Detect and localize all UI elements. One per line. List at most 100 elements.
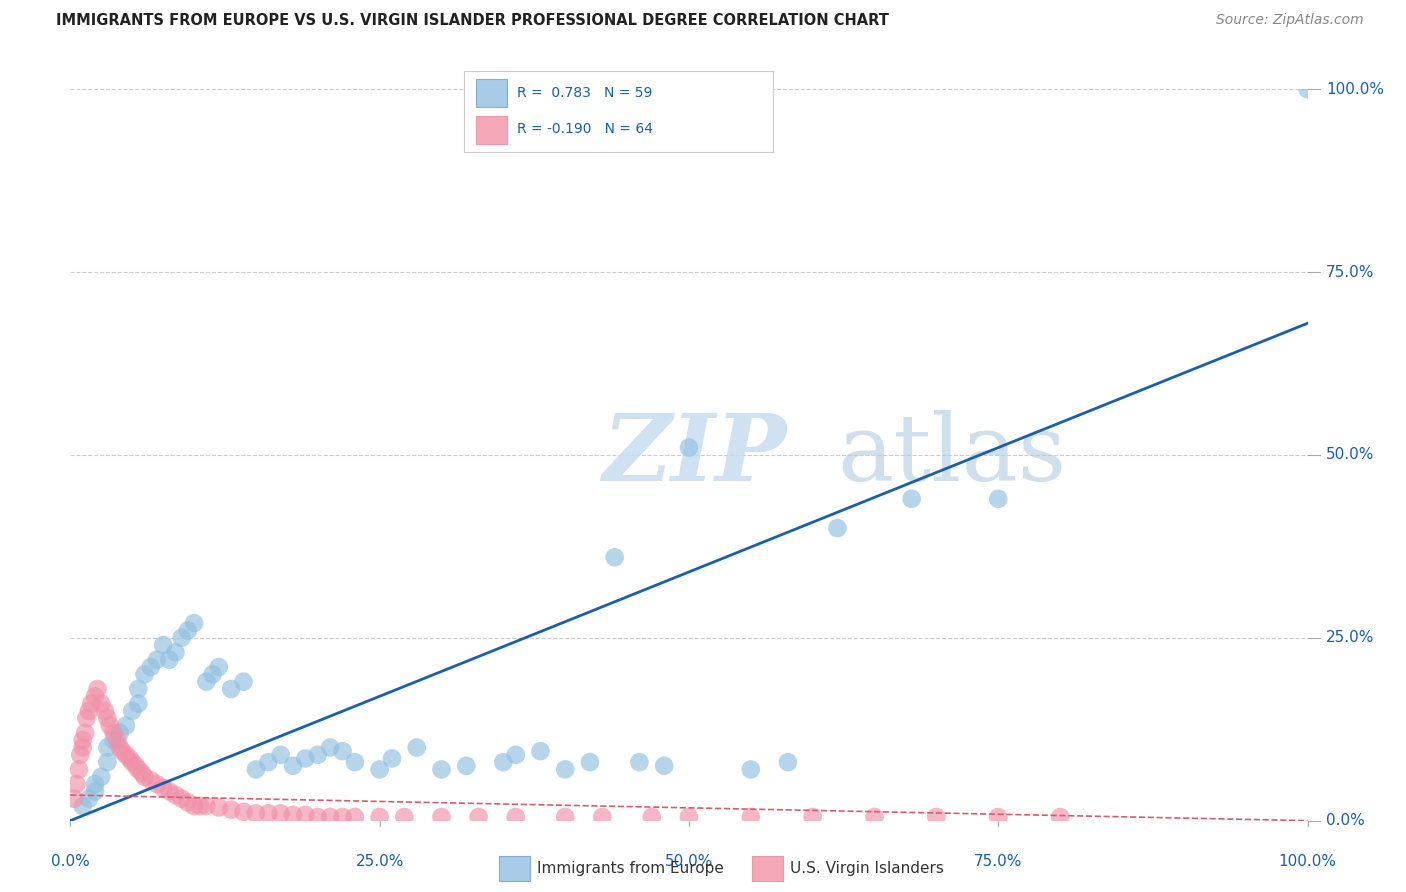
Point <box>343 810 366 824</box>
Point <box>281 807 304 822</box>
Point <box>195 799 218 814</box>
Point <box>505 747 527 762</box>
Point <box>77 704 100 718</box>
Point <box>467 810 489 824</box>
Point <box>1296 82 1319 96</box>
Point <box>232 805 254 819</box>
Point <box>103 726 125 740</box>
Point <box>343 755 366 769</box>
Point <box>405 740 427 755</box>
Point <box>139 660 162 674</box>
Text: Source: ZipAtlas.com: Source: ZipAtlas.com <box>1216 13 1364 28</box>
Point <box>77 791 100 805</box>
Point <box>96 711 118 725</box>
Point <box>628 755 651 769</box>
Text: 25.0%: 25.0% <box>356 854 404 869</box>
Point <box>125 758 148 772</box>
Point <box>108 726 131 740</box>
Point <box>165 645 187 659</box>
Bar <box>477 116 508 144</box>
Point <box>332 810 354 824</box>
Point <box>641 810 664 824</box>
Point <box>591 810 613 824</box>
Point <box>72 740 94 755</box>
Point <box>152 780 174 795</box>
Text: Immigrants from Europe: Immigrants from Europe <box>537 862 724 876</box>
Point <box>257 755 280 769</box>
Text: 0.0%: 0.0% <box>1326 814 1365 828</box>
Point <box>127 697 149 711</box>
Point <box>65 777 87 791</box>
Point <box>505 810 527 824</box>
Point <box>121 704 143 718</box>
Point <box>925 810 948 824</box>
Point <box>115 718 138 732</box>
Point <box>368 763 391 777</box>
Point <box>90 697 112 711</box>
Point <box>219 681 242 696</box>
Point <box>368 810 391 824</box>
Point <box>96 740 118 755</box>
Text: 75.0%: 75.0% <box>974 854 1022 869</box>
Text: 25.0%: 25.0% <box>1326 631 1375 645</box>
Point <box>177 796 200 810</box>
Text: 100.0%: 100.0% <box>1326 82 1384 96</box>
Point <box>603 550 626 565</box>
Point <box>188 799 211 814</box>
Point <box>146 777 169 791</box>
Point <box>529 744 551 758</box>
Point <box>152 638 174 652</box>
Point <box>72 733 94 747</box>
Point <box>430 763 453 777</box>
Point <box>456 758 478 772</box>
Point <box>108 740 131 755</box>
Point <box>118 751 141 765</box>
Point <box>96 755 118 769</box>
Point <box>245 806 267 821</box>
Point <box>183 616 205 631</box>
Text: 75.0%: 75.0% <box>1326 265 1375 279</box>
Point <box>987 810 1010 824</box>
Point <box>98 718 121 732</box>
Point <box>105 733 128 747</box>
Point <box>554 763 576 777</box>
Point <box>111 744 134 758</box>
Point <box>208 660 231 674</box>
Point <box>678 810 700 824</box>
Point <box>319 740 342 755</box>
Point <box>863 810 886 824</box>
Point <box>270 747 292 762</box>
Text: 50.0%: 50.0% <box>665 854 713 869</box>
Point <box>131 766 153 780</box>
Point <box>146 653 169 667</box>
Point <box>579 755 602 769</box>
Point <box>201 667 224 681</box>
Text: 0.0%: 0.0% <box>51 854 90 869</box>
Point <box>86 681 108 696</box>
Point <box>900 491 922 506</box>
Point <box>80 697 103 711</box>
Point <box>319 810 342 824</box>
Point <box>72 799 94 814</box>
Text: ZIP: ZIP <box>602 410 786 500</box>
Point <box>740 810 762 824</box>
Text: R = -0.190   N = 64: R = -0.190 N = 64 <box>516 122 652 136</box>
Point <box>294 751 316 765</box>
Point <box>232 674 254 689</box>
Point <box>430 810 453 824</box>
Point <box>134 770 156 784</box>
Point <box>381 751 404 765</box>
Point <box>170 631 193 645</box>
Point <box>281 758 304 772</box>
Point <box>678 441 700 455</box>
Point <box>157 784 180 798</box>
Point <box>127 681 149 696</box>
Point <box>219 803 242 817</box>
Point <box>307 747 329 762</box>
Text: 100.0%: 100.0% <box>1278 854 1337 869</box>
Text: R =  0.783   N = 59: R = 0.783 N = 59 <box>516 86 652 100</box>
Bar <box>477 79 508 108</box>
Text: atlas: atlas <box>838 410 1067 500</box>
Point <box>75 711 97 725</box>
Point <box>257 806 280 821</box>
